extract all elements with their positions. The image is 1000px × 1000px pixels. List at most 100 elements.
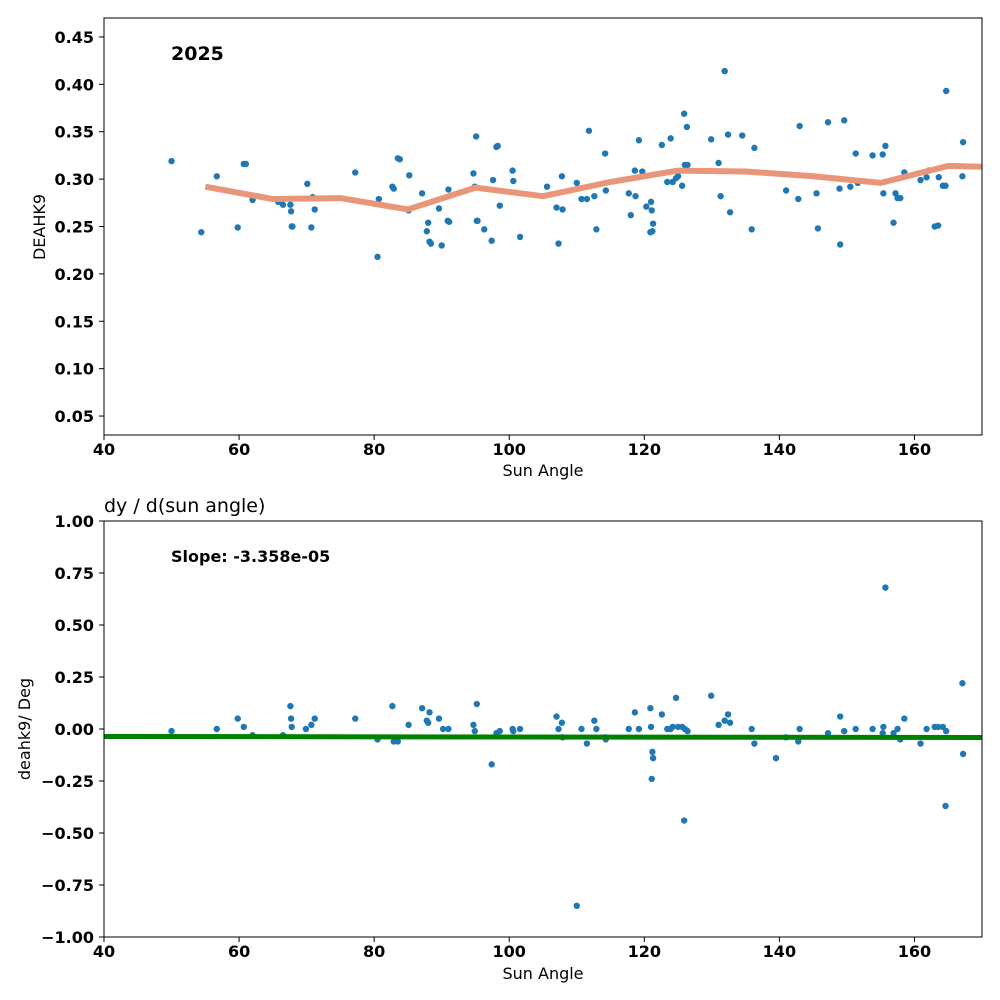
bottom-data-point (471, 727, 478, 735)
bottom-data-point (658, 711, 666, 718)
top-data-point (585, 127, 593, 134)
top-data-point (943, 87, 950, 95)
top-data-point (470, 170, 477, 177)
top-trend-line (204, 162, 982, 213)
bottom-data-point (959, 680, 966, 687)
bottom-data-point (648, 775, 655, 783)
bottom-data-point (287, 702, 294, 710)
bottom-data-point (879, 729, 886, 737)
bottom-data-point (649, 748, 656, 756)
top-x-tick-label: 40 (93, 440, 115, 459)
top-data-point (935, 174, 942, 181)
bottom-data-point (824, 729, 832, 737)
top-data-point (438, 242, 445, 249)
bottom-data-point (649, 754, 657, 762)
top-data-point (509, 167, 516, 174)
top-data-point (836, 185, 843, 192)
bottom-y-tick-label: −0.50 (41, 824, 94, 843)
top-data-point (435, 205, 443, 212)
bottom-data-point (724, 711, 732, 718)
top-data-point (593, 226, 600, 233)
top-data-point (631, 167, 639, 174)
bottom-data-point (796, 725, 803, 733)
bottom-data-point (890, 729, 897, 737)
year-annotation: 2025 (171, 43, 224, 65)
top-data-point (406, 172, 413, 179)
bottom-y-tick-label: 0.50 (55, 616, 94, 635)
bottom-axes-frame (103, 520, 983, 938)
top-data-point (493, 143, 500, 151)
top-data-point (481, 226, 488, 233)
top-data-point (748, 226, 755, 233)
top-data-point (510, 177, 517, 185)
top-data-point (942, 182, 949, 189)
bottom-data-point (435, 715, 443, 722)
top-y-tick-label: 0.35 (55, 123, 94, 142)
bottom-y-axis-label: deahk9/ Deg (15, 678, 34, 780)
top-data-point (658, 141, 666, 149)
top-data-point (715, 159, 722, 167)
bottom-data-point (308, 721, 315, 729)
bottom-data-point (389, 702, 396, 710)
bottom-data-point (901, 715, 908, 722)
top-y-axis-label: DEAHK9 (30, 194, 49, 260)
top-data-point (601, 150, 609, 157)
top-data-point (234, 224, 241, 231)
top-data-point (375, 195, 383, 203)
top-data-point (664, 178, 671, 186)
bottom-data-point (394, 738, 401, 745)
top-x-axis-label: Sun Angle (502, 461, 583, 480)
top-y-tick-label: 0.20 (55, 265, 94, 284)
bottom-data-point (772, 754, 780, 762)
top-data-point (488, 237, 495, 244)
top-y-tick-label: 0.05 (55, 407, 94, 426)
top-data-point (558, 173, 566, 180)
top-data-point (814, 225, 822, 232)
top-data-point (445, 186, 452, 193)
top-data-point (287, 208, 295, 215)
top-data-point (869, 152, 876, 159)
top-data-point (489, 176, 497, 184)
bottom-data-point (707, 692, 715, 699)
top-data-point (198, 228, 205, 236)
bottom-x-tick-label: 160 (898, 942, 931, 961)
bottom-data-point (894, 725, 901, 733)
top-data-point (543, 183, 551, 190)
bottom-y-tick-label: 0.75 (55, 564, 94, 583)
top-data-point (418, 190, 426, 197)
top-data-point (852, 150, 859, 157)
bottom-data-point (943, 727, 950, 735)
top-data-point (882, 142, 889, 150)
bottom-data-point (555, 725, 562, 733)
top-data-point (288, 223, 295, 230)
top-points (168, 67, 967, 261)
top-data-point (795, 195, 802, 203)
bottom-data-point (213, 725, 220, 733)
top-data-point (639, 168, 646, 175)
top-x-tick-label: 160 (898, 440, 931, 459)
bottom-data-point (288, 723, 295, 731)
top-data-point (474, 217, 481, 225)
bottom-data-point (426, 709, 433, 716)
top-y-tick-label: 0.15 (55, 312, 94, 331)
bottom-data-point (573, 902, 580, 909)
top-data-point (678, 182, 686, 189)
top-data-point (667, 135, 674, 142)
top-data-point (424, 219, 432, 226)
bottom-data-point (841, 727, 848, 735)
top-data-point (836, 241, 844, 248)
top-data-point (352, 169, 359, 176)
top-data-point (559, 206, 566, 213)
top-data-point (813, 190, 820, 197)
bottom-data-point (510, 727, 517, 735)
top-data-point (934, 222, 942, 229)
top-data-point (707, 136, 715, 143)
top-data-point (591, 192, 598, 200)
top-data-point (841, 117, 848, 124)
bottom-x-tick-label: 100 (493, 942, 526, 961)
top-data-point (724, 131, 732, 138)
top-data-point (739, 132, 746, 139)
bottom-data-point (934, 723, 942, 731)
bottom-data-point (240, 723, 248, 731)
bottom-data-point (311, 715, 318, 722)
